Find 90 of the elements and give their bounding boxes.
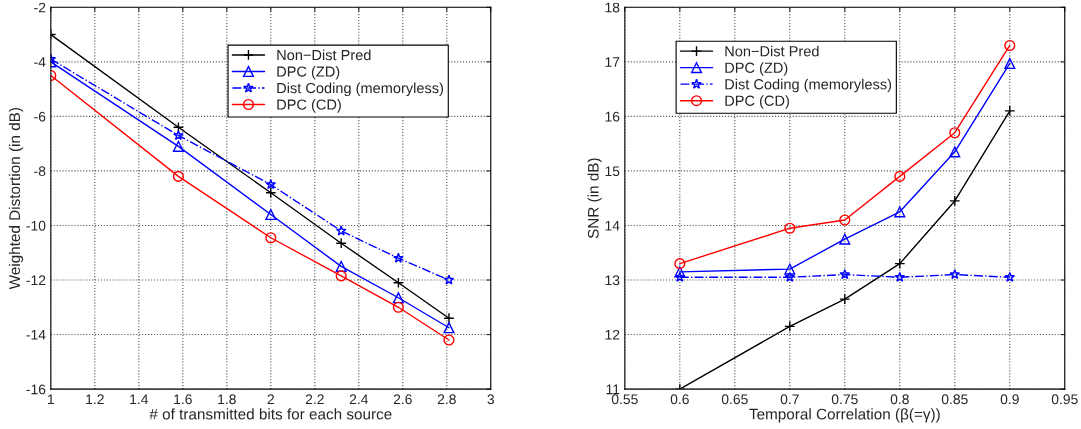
point (949, 269, 961, 280)
x-tick-label: 0.65 (721, 394, 748, 405)
point (784, 320, 796, 332)
point (674, 258, 686, 270)
x-tick-label: 0.85 (941, 394, 968, 405)
x-tick-label: 2 (267, 394, 274, 405)
point (393, 252, 404, 263)
y-tick-label: -16 (26, 384, 46, 395)
point (392, 277, 404, 289)
point (839, 214, 851, 226)
x-tick-label: 1.6 (174, 394, 192, 405)
point (949, 146, 961, 158)
point (265, 179, 277, 190)
y-tick-label: 11 (606, 384, 620, 395)
y-tick-label: -14 (26, 330, 46, 340)
x-tick-label: 0.95 (1051, 394, 1078, 405)
point (443, 312, 455, 324)
point (949, 195, 961, 207)
point (894, 258, 906, 270)
y-tick-label: 12 (605, 329, 620, 340)
point (265, 209, 277, 221)
point (173, 129, 184, 141)
point (894, 206, 906, 218)
x-tick-label: 0.8 (890, 394, 909, 405)
point (1004, 271, 1016, 282)
y-tick-label: -4 (34, 57, 46, 67)
y-tick-label: 15 (605, 166, 620, 177)
legend-label: Non−Dist Pred (725, 45, 819, 57)
x-tick-label: 2.4 (349, 394, 369, 405)
legend-label: Non−Dist Pred (277, 49, 371, 61)
x-tick-label: 0.6 (670, 394, 689, 405)
point (1004, 57, 1016, 70)
legend-label: DPC (ZD) (277, 66, 340, 80)
y-axis-title: Weighted Distortion (in dB) (8, 108, 24, 290)
y-tick-label: 14 (605, 220, 620, 231)
y-tick-label: 13 (605, 275, 620, 286)
point (172, 140, 184, 152)
x-tick-label: 1 (48, 394, 54, 405)
y-tick-label: 18 (605, 2, 620, 13)
point (335, 260, 347, 272)
legend-label: DPC (CD) (277, 99, 341, 113)
x-tick-label: 2.2 (305, 394, 324, 405)
x-tick-label: 2.6 (393, 394, 412, 405)
point (335, 237, 347, 249)
point (392, 301, 404, 313)
point (784, 263, 796, 275)
point (674, 266, 686, 278)
legend-label: Dist Coding (memoryless) (277, 82, 444, 97)
point (1004, 39, 1016, 52)
y-tick-label: 16 (605, 111, 620, 122)
y-tick-label: -8 (34, 166, 46, 177)
point (265, 187, 277, 199)
x-tick-label: 0.55 (611, 394, 638, 405)
x-tick-label: 0.75 (831, 394, 858, 405)
x-tick-label: 0.7 (780, 394, 799, 405)
point (1004, 105, 1016, 117)
point (335, 270, 347, 282)
y-tick-label: -12 (26, 275, 46, 286)
y-tick-label: 17 (605, 57, 620, 67)
point (839, 233, 851, 245)
y-tick-label: -6 (34, 111, 46, 122)
x-axis-title: Temporal Correlation (β(=γ)) (749, 408, 940, 423)
point (265, 232, 277, 244)
point (949, 127, 961, 139)
point (172, 121, 184, 133)
legend-label: Dist Coding (memoryless) (725, 78, 892, 93)
point (894, 271, 906, 282)
y-tick-label: -10 (26, 220, 46, 231)
x-tick-label: 2.8 (437, 394, 456, 405)
x-tick-label: 1.4 (130, 394, 149, 405)
point (839, 293, 851, 305)
point (392, 292, 404, 304)
point (172, 170, 184, 182)
x-axis-title: # of transmitted bits for each source (149, 408, 392, 420)
x-tick-label: 3 (487, 394, 495, 405)
point (784, 222, 796, 234)
legend-label: DPC (ZD) (725, 62, 788, 76)
point (894, 170, 906, 182)
legend-label: DPC (CD) (725, 95, 789, 109)
x-tick-label: 1.8 (218, 394, 236, 405)
point (784, 271, 796, 282)
y-axis-title: SNR (in dB) (587, 158, 602, 239)
y-tick-label: -2 (34, 2, 46, 13)
point (443, 274, 455, 285)
x-tick-label: 0.9 (1000, 394, 1019, 405)
point (443, 334, 455, 346)
point (839, 269, 851, 280)
point (335, 225, 347, 236)
point (443, 322, 455, 334)
x-tick-label: 1.2 (86, 394, 104, 405)
